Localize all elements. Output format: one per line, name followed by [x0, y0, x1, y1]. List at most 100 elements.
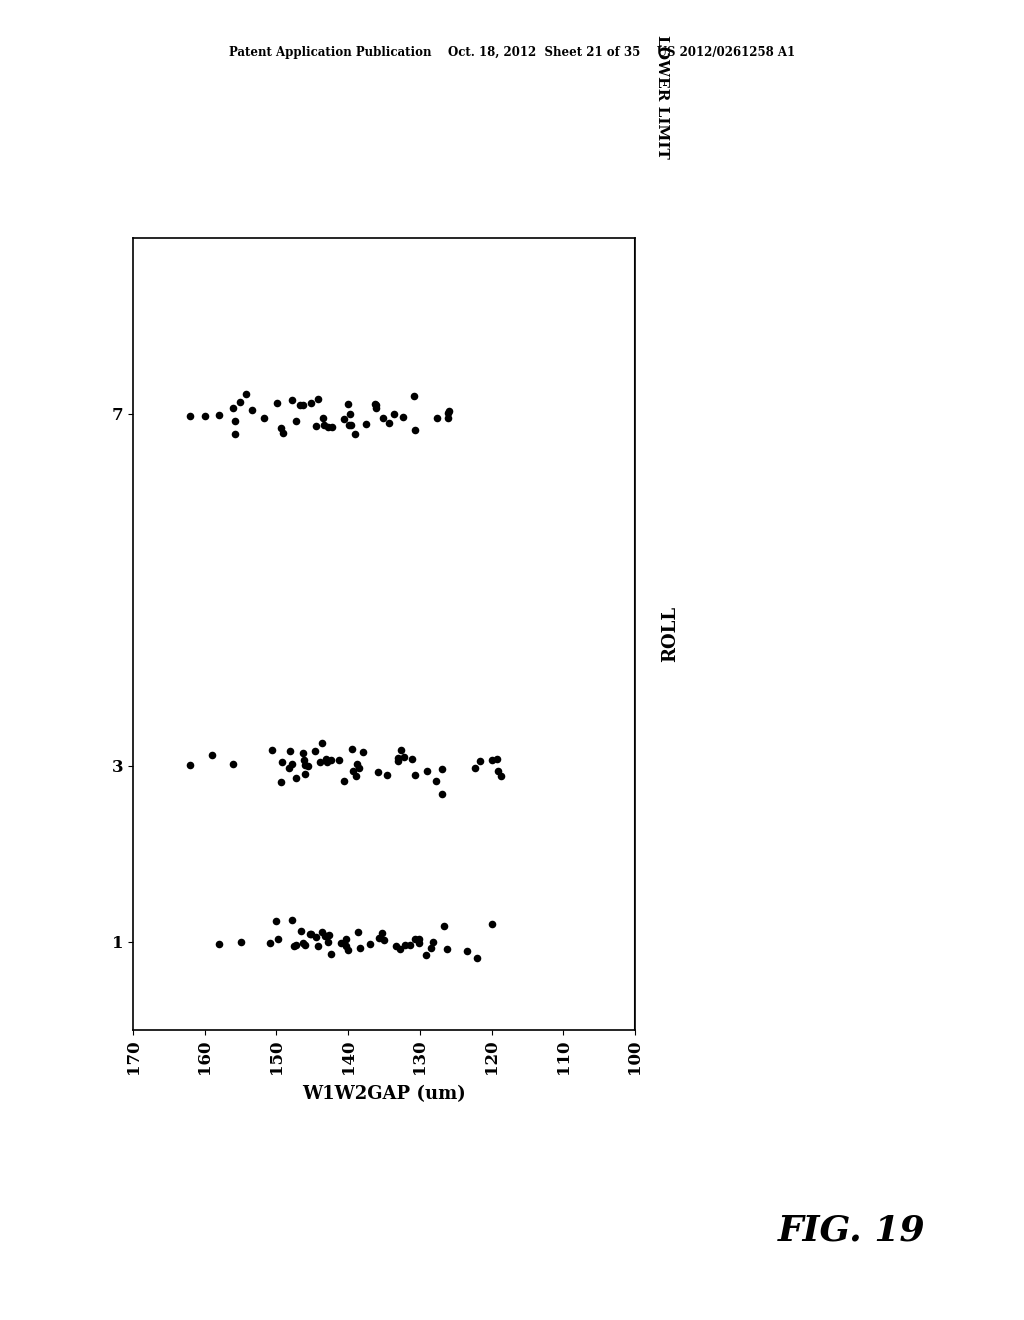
- Point: [423, 937, 439, 958]
- Point: [295, 395, 311, 416]
- Point: [297, 754, 313, 775]
- Point: [393, 739, 410, 760]
- Point: [347, 766, 364, 787]
- Point: [331, 750, 347, 771]
- Point: [293, 920, 309, 941]
- Point: [354, 742, 371, 763]
- Point: [263, 739, 280, 760]
- Point: [244, 400, 260, 421]
- Point: [295, 933, 311, 954]
- Point: [274, 422, 291, 444]
- Point: [336, 932, 352, 953]
- Point: [311, 751, 328, 772]
- Point: [319, 932, 336, 953]
- Point: [262, 932, 279, 953]
- Point: [315, 408, 332, 429]
- Point: [324, 417, 340, 438]
- Point: [333, 932, 349, 953]
- Text: ROLL: ROLL: [662, 606, 679, 661]
- Point: [350, 921, 367, 942]
- Point: [387, 936, 403, 957]
- Point: [269, 928, 286, 949]
- Point: [386, 404, 402, 425]
- Point: [310, 388, 327, 409]
- Point: [288, 411, 304, 432]
- Point: [371, 927, 387, 948]
- Point: [483, 913, 500, 935]
- Point: [197, 405, 213, 426]
- Point: [226, 424, 243, 445]
- Point: [361, 933, 378, 954]
- Point: [340, 940, 356, 961]
- Point: [370, 762, 386, 783]
- Point: [336, 771, 352, 792]
- Point: [343, 414, 359, 436]
- Point: [300, 755, 316, 776]
- Point: [308, 927, 325, 948]
- Point: [411, 928, 427, 949]
- Point: [268, 392, 285, 413]
- Point: [317, 748, 334, 770]
- Point: [315, 414, 332, 436]
- Point: [204, 744, 220, 766]
- Point: [374, 923, 390, 944]
- Point: [336, 409, 352, 430]
- Point: [368, 395, 384, 416]
- Point: [375, 407, 391, 428]
- Point: [351, 937, 368, 958]
- Point: [425, 932, 441, 953]
- Point: [368, 397, 384, 418]
- Point: [347, 424, 364, 445]
- Point: [282, 741, 298, 762]
- Point: [439, 408, 456, 429]
- Point: [321, 925, 337, 946]
- Point: [274, 751, 291, 772]
- Point: [390, 747, 407, 768]
- Point: [344, 739, 360, 760]
- Point: [358, 413, 375, 434]
- Point: [292, 395, 308, 416]
- Point: [182, 405, 199, 426]
- Point: [286, 936, 302, 957]
- Point: [411, 933, 427, 954]
- Point: [340, 393, 356, 414]
- Point: [296, 750, 312, 771]
- Point: [273, 771, 290, 792]
- Point: [379, 764, 395, 785]
- Point: [319, 416, 336, 437]
- Point: [441, 401, 458, 422]
- Point: [281, 758, 297, 779]
- Point: [350, 758, 367, 779]
- Point: [284, 389, 300, 411]
- Point: [341, 404, 357, 425]
- Point: [317, 925, 334, 946]
- Point: [428, 771, 444, 792]
- Point: [440, 403, 457, 424]
- Point: [376, 929, 392, 950]
- Point: [232, 391, 249, 412]
- X-axis label: W1W2GAP (um): W1W2GAP (um): [302, 1085, 466, 1104]
- Point: [489, 760, 506, 781]
- Point: [284, 909, 300, 931]
- Point: [392, 939, 409, 960]
- Point: [341, 414, 357, 436]
- Point: [489, 748, 506, 770]
- Point: [284, 754, 300, 775]
- Point: [433, 784, 450, 805]
- Point: [418, 944, 434, 965]
- Point: [459, 940, 475, 961]
- Point: [294, 742, 310, 763]
- Text: LOWER LIMIT: LOWER LIMIT: [655, 34, 670, 158]
- Text: FIG. 19: FIG. 19: [778, 1213, 926, 1247]
- Point: [348, 754, 365, 775]
- Point: [433, 759, 450, 780]
- Point: [389, 750, 406, 771]
- Point: [268, 909, 285, 931]
- Point: [483, 750, 500, 771]
- Point: [302, 924, 318, 945]
- Point: [467, 758, 483, 779]
- Point: [407, 764, 423, 785]
- Point: [395, 407, 412, 428]
- Point: [313, 733, 330, 754]
- Point: [308, 416, 325, 437]
